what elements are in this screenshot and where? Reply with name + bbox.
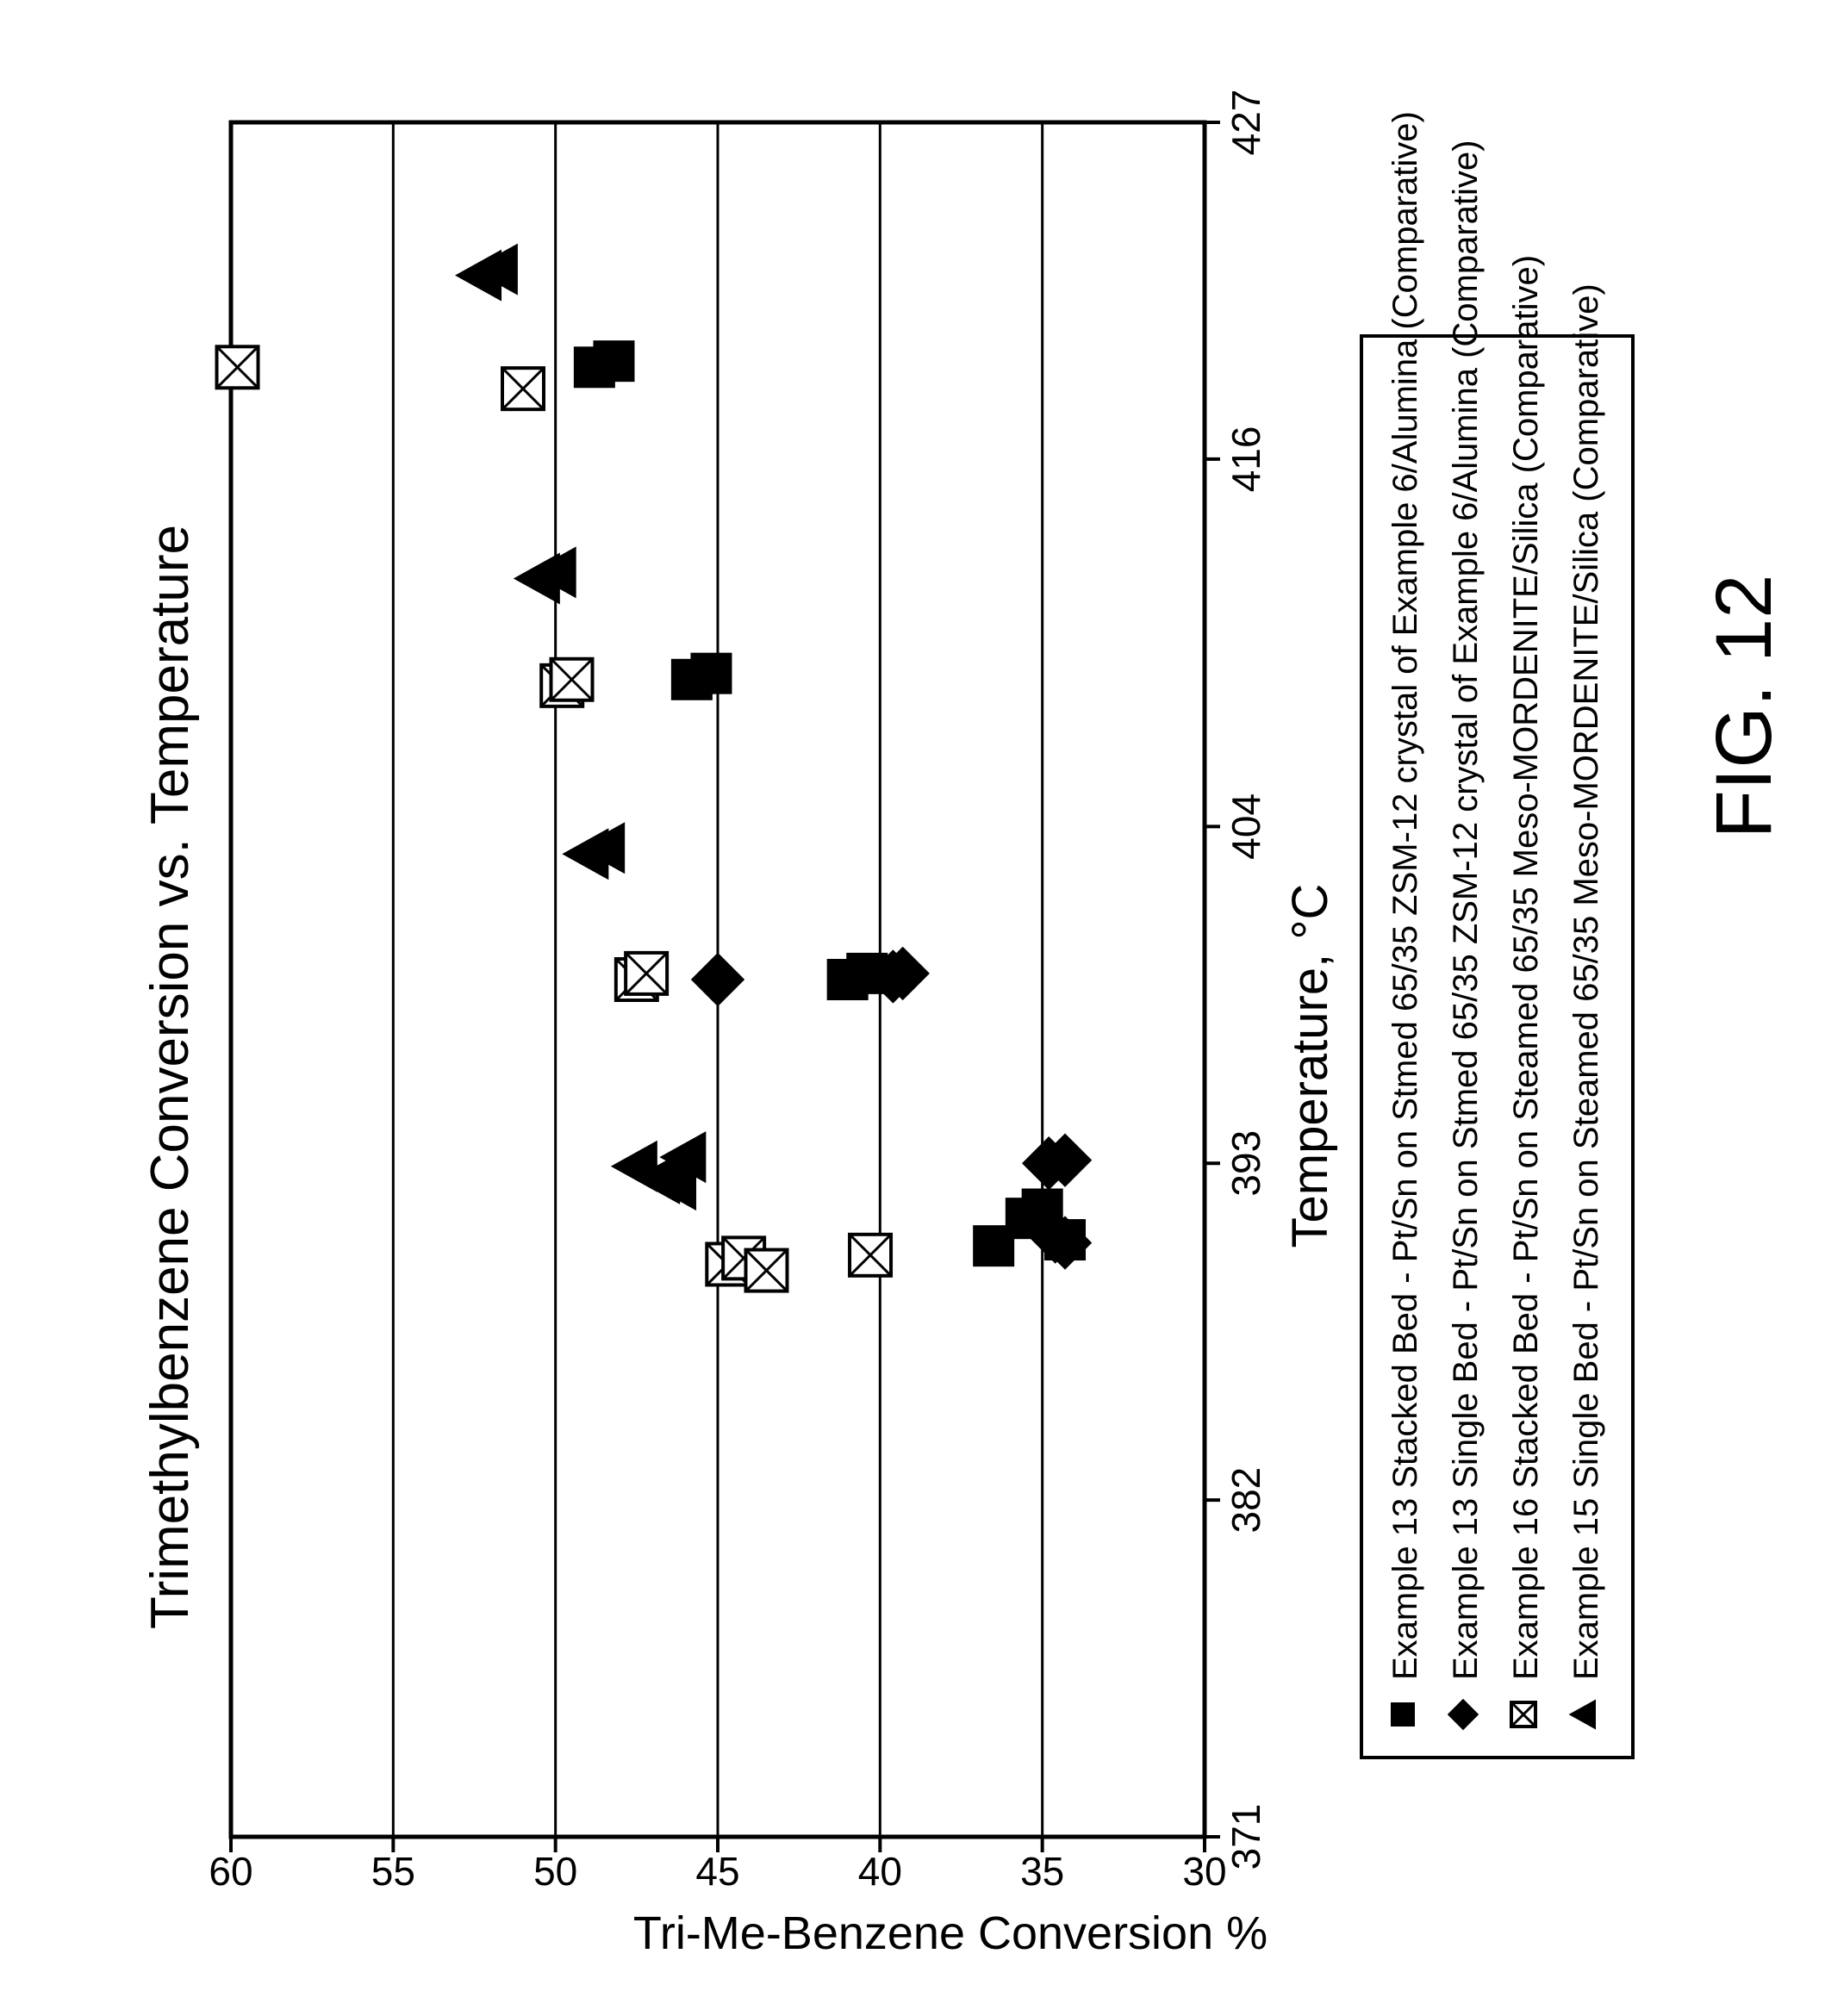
data-point-boxed-x (217, 346, 258, 388)
data-point-boxed-x (551, 659, 593, 700)
y-axis-label: Tri-Me-Benzene Conversion % (633, 1907, 1268, 1959)
x-tick-label: 404 (1224, 793, 1268, 860)
data-point-square (690, 653, 732, 694)
legend: Example 13 Stacked Bed - Pt/Sn on Stmed … (1361, 111, 1633, 1758)
y-tick-label: 40 (858, 1849, 902, 1894)
y-tick-label: 35 (1020, 1849, 1064, 1894)
x-tick-label: 416 (1224, 426, 1268, 493)
x-axis-label: Temperature, °C (1282, 884, 1338, 1248)
data-point-boxed-x (626, 953, 667, 994)
y-tick-label: 60 (209, 1849, 252, 1894)
y-axis-ticks: 30 35 40 45 50 55 60 (209, 1837, 1226, 1894)
y-tick-label: 55 (371, 1849, 415, 1894)
legend-marker-boxed-x (1511, 1702, 1535, 1727)
data-point-boxed-x (502, 368, 544, 409)
x-axis-ticks: 371 382 393 404 416 427 (1205, 90, 1268, 1870)
chart-title: Trimethylbenzene Conversion vs. Temperat… (140, 525, 200, 1629)
y-tick-label: 45 (695, 1849, 739, 1894)
x-tick-label: 382 (1224, 1467, 1268, 1534)
y-tick-label: 30 (1182, 1849, 1226, 1894)
legend-label: Example 13 Stacked Bed - Pt/Sn on Stmed … (1386, 111, 1424, 1680)
data-point-square (593, 340, 634, 382)
data-point-boxed-x (746, 1250, 788, 1291)
figure-label: FIG. 12 (1700, 575, 1788, 839)
x-tick-label: 371 (1224, 1804, 1268, 1870)
x-tick-label: 393 (1224, 1130, 1268, 1197)
legend-marker-square (1391, 1702, 1415, 1727)
x-tick-label: 427 (1224, 90, 1268, 156)
data-point-boxed-x (850, 1235, 891, 1276)
legend-label: Example 13 Single Bed - Pt/Sn on Stmed 6… (1447, 140, 1485, 1680)
legend-label: Example 16 Stacked Bed - Pt/Sn on Steame… (1507, 255, 1545, 1680)
y-tick-label: 50 (533, 1849, 577, 1894)
legend-label: Example 15 Single Bed - Pt/Sn on Steamed… (1567, 283, 1605, 1680)
